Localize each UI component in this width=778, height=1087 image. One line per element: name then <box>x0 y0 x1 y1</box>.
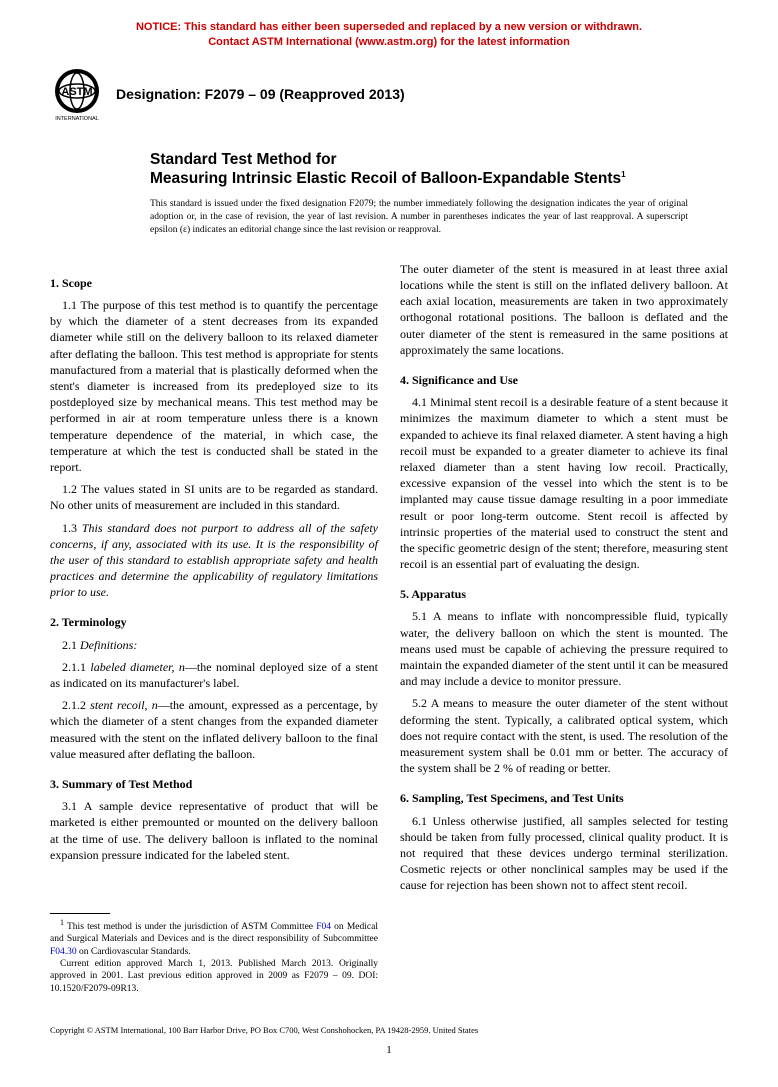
issuance-note: This standard is issued under the fixed … <box>150 198 688 236</box>
notice-line1: NOTICE: This standard has either been su… <box>136 21 642 33</box>
link-f0430[interactable]: F04.30 <box>50 947 77 957</box>
apparatus-head: 5. Apparatus <box>400 586 728 602</box>
svg-text:INTERNATIONAL: INTERNATIONAL <box>55 116 99 122</box>
scope-p2: 1.2 The values stated in SI units are to… <box>50 481 378 513</box>
title-line1: Standard Test Method for <box>150 150 688 169</box>
footnote-rule <box>50 913 110 914</box>
summary-p1-cont: The outer diameter of the stent is measu… <box>400 261 728 358</box>
designation-text: Designation: F2079 – 09 (Reapproved 2013… <box>116 85 405 104</box>
notice-line2: Contact ASTM International (www.astm.org… <box>208 36 570 48</box>
scope-p1: 1.1 The purpose of this test method is t… <box>50 297 378 475</box>
summary-p1: 3.1 A sample device representative of pr… <box>50 798 378 863</box>
term-p3: 2.1.2 stent recoil, n—the amount, expres… <box>50 697 378 762</box>
significance-p1: 4.1 Minimal stent recoil is a desirable … <box>400 394 728 572</box>
page-number: 1 <box>50 1043 728 1058</box>
apparatus-p2: 5.2 A means to measure the outer diamete… <box>400 695 728 776</box>
term-p1: 2.1 Definitions: <box>50 637 378 653</box>
right-column: The outer diameter of the stent is measu… <box>400 261 728 995</box>
scope-p3: 1.3 This standard does not purport to ad… <box>50 520 378 601</box>
body-columns: 1. Scope 1.1 The purpose of this test me… <box>50 261 728 995</box>
apparatus-p1: 5.1 A means to inflate with noncompressi… <box>400 608 728 689</box>
sampling-p1: 6.1 Unless otherwise justified, all samp… <box>400 813 728 894</box>
astm-logo: ASTM INTERNATIONAL <box>50 68 104 122</box>
header-row: ASTM INTERNATIONAL Designation: F2079 – … <box>50 68 728 122</box>
significance-head: 4. Significance and Use <box>400 372 728 388</box>
terminology-head: 2. Terminology <box>50 614 378 630</box>
title-block: Standard Test Method for Measuring Intri… <box>150 150 688 189</box>
footnote-2: Current edition approved March 1, 2013. … <box>50 958 378 995</box>
notice-banner: NOTICE: This standard has either been su… <box>50 20 728 50</box>
copyright-text: Copyright © ASTM International, 100 Barr… <box>50 1025 728 1036</box>
term-p2: 2.1.1 labeled diameter, n—the nominal de… <box>50 659 378 691</box>
footnote-1: 1 This test method is under the jurisdic… <box>50 918 378 958</box>
svg-text:ASTM: ASTM <box>61 86 92 98</box>
sampling-head: 6. Sampling, Test Specimens, and Test Un… <box>400 790 728 806</box>
left-column: 1. Scope 1.1 The purpose of this test me… <box>50 261 378 995</box>
summary-head: 3. Summary of Test Method <box>50 776 378 792</box>
scope-head: 1. Scope <box>50 275 378 291</box>
link-f04[interactable]: F04 <box>316 922 331 932</box>
title-line2: Measuring Intrinsic Elastic Recoil of Ba… <box>150 169 688 188</box>
